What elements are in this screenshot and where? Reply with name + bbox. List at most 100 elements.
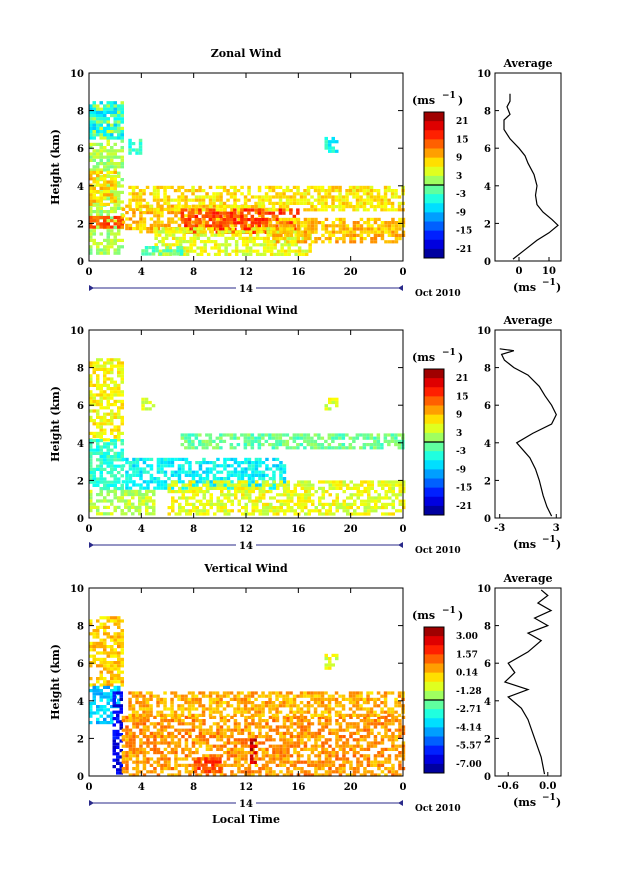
wind-cell (373, 744, 378, 748)
wind-cell (397, 433, 402, 437)
colorbar-band (424, 221, 444, 232)
wind-cell (96, 174, 100, 178)
wind-cell (106, 377, 110, 381)
wind-cell (279, 227, 283, 231)
wind-cell (127, 509, 131, 513)
wind-cell (96, 114, 100, 118)
wind-cell (254, 218, 258, 222)
wind-cell (226, 477, 231, 481)
wind-cell (290, 227, 295, 231)
wind-cell (257, 211, 262, 215)
wind-cell (292, 214, 297, 218)
wind-cell (116, 691, 120, 695)
day-label-bg (236, 282, 256, 293)
wind-cell (89, 458, 93, 462)
wind-cell (113, 149, 117, 153)
wind-cell (156, 220, 161, 224)
wind-cell (355, 694, 360, 698)
wind-cell (198, 218, 202, 222)
wind-cell (89, 499, 93, 503)
wind-cell (240, 185, 244, 189)
wind-cell (103, 645, 107, 649)
wind-cell (349, 735, 353, 739)
wind-cell (237, 747, 241, 751)
wind-cell (373, 195, 377, 199)
x-tick-label: 12 (239, 524, 253, 535)
wind-cell (135, 735, 140, 739)
wind-cell (328, 773, 332, 777)
wind-cell (317, 738, 322, 742)
wind-cell (113, 474, 117, 478)
wind-cell (89, 107, 93, 111)
wind-cell (356, 728, 360, 732)
wind-cell (248, 246, 253, 250)
wind-cell (185, 499, 189, 503)
wind-cell (391, 767, 395, 771)
wind-cell (149, 691, 153, 695)
wind-cell (278, 198, 283, 202)
wind-cell (199, 490, 203, 494)
wind-cell (206, 236, 211, 240)
wind-cell (135, 751, 140, 755)
wind-cell (272, 473, 276, 477)
wind-cell (257, 436, 262, 440)
wind-cell (187, 691, 192, 695)
wind-cell (174, 220, 178, 224)
wind-cell (241, 240, 246, 244)
wind-cell (303, 433, 307, 437)
wind-cell (327, 697, 332, 701)
wind-cell (328, 230, 332, 234)
wind-cell (363, 490, 367, 494)
wind-cell (292, 694, 297, 698)
wind-cell (92, 126, 96, 130)
wind-cell (227, 483, 231, 487)
wind-cell (300, 738, 304, 742)
wind-cell (219, 192, 223, 196)
wind-cell (156, 189, 160, 193)
wind-cell (328, 722, 332, 726)
wind-cell (146, 483, 150, 487)
wind-cell (96, 692, 100, 696)
wind-cell (146, 464, 150, 468)
wind-cell (142, 192, 146, 196)
wind-cell (223, 731, 227, 735)
wind-cell (149, 230, 154, 234)
wind-cell (314, 763, 318, 767)
wind-cell (387, 760, 392, 764)
wind-cell (113, 242, 117, 246)
wind-cell (99, 107, 103, 111)
wind-cell (381, 496, 385, 500)
wind-cell (234, 486, 238, 490)
wind-cell (161, 236, 165, 240)
wind-cell (201, 208, 206, 212)
wind-cell (142, 694, 146, 698)
wind-cell (99, 155, 103, 159)
wind-cell (320, 697, 325, 701)
wind-cell (345, 227, 350, 231)
wind-cell (352, 192, 356, 196)
wind-cell (269, 233, 274, 237)
wind-cell (195, 506, 199, 510)
wind-cell (317, 185, 321, 189)
wind-cell (398, 722, 402, 726)
wind-cell (247, 731, 252, 735)
wind-cell (294, 233, 298, 237)
wind-cell (142, 747, 147, 751)
wind-cell (92, 685, 96, 689)
wind-cell (120, 496, 124, 500)
wind-cell (380, 763, 385, 767)
wind-cell (272, 477, 276, 481)
wind-cell (359, 738, 364, 742)
wind-cell (117, 393, 121, 397)
wind-cell (202, 204, 206, 208)
wind-cell (233, 223, 238, 227)
wind-cell (89, 622, 93, 626)
wind-cell (142, 741, 147, 745)
wind-cell (227, 243, 232, 247)
wind-cell (272, 480, 276, 484)
wind-cell (106, 493, 110, 497)
wind-cell (163, 715, 168, 719)
wind-cell (163, 691, 167, 695)
wind-cell (180, 443, 185, 447)
wind-cell (310, 747, 315, 751)
